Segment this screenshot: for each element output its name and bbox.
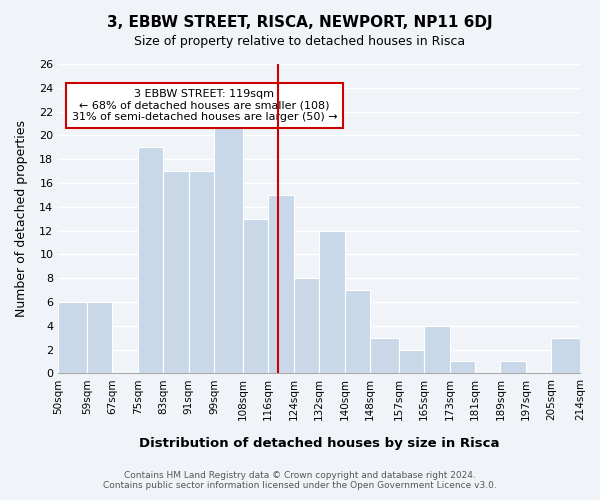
Text: Contains HM Land Registry data © Crown copyright and database right 2024.
Contai: Contains HM Land Registry data © Crown c… xyxy=(103,470,497,490)
Bar xyxy=(163,171,188,374)
Bar xyxy=(214,124,243,374)
Bar xyxy=(500,362,526,374)
Bar xyxy=(293,278,319,374)
X-axis label: Distribution of detached houses by size in Risca: Distribution of detached houses by size … xyxy=(139,437,499,450)
Bar xyxy=(188,171,214,374)
Bar xyxy=(138,148,163,374)
Text: 3 EBBW STREET: 119sqm
← 68% of detached houses are smaller (108)
31% of semi-det: 3 EBBW STREET: 119sqm ← 68% of detached … xyxy=(71,88,337,122)
Text: 3, EBBW STREET, RISCA, NEWPORT, NP11 6DJ: 3, EBBW STREET, RISCA, NEWPORT, NP11 6DJ xyxy=(107,15,493,30)
Y-axis label: Number of detached properties: Number of detached properties xyxy=(15,120,28,317)
Bar xyxy=(424,326,449,374)
Bar xyxy=(87,302,112,374)
Bar xyxy=(243,218,268,374)
Bar xyxy=(344,290,370,374)
Bar xyxy=(268,195,293,374)
Bar xyxy=(319,230,344,374)
Bar xyxy=(551,338,580,374)
Text: Size of property relative to detached houses in Risca: Size of property relative to detached ho… xyxy=(134,35,466,48)
Bar xyxy=(449,362,475,374)
Bar xyxy=(58,302,87,374)
Bar xyxy=(398,350,424,374)
Bar xyxy=(370,338,398,374)
